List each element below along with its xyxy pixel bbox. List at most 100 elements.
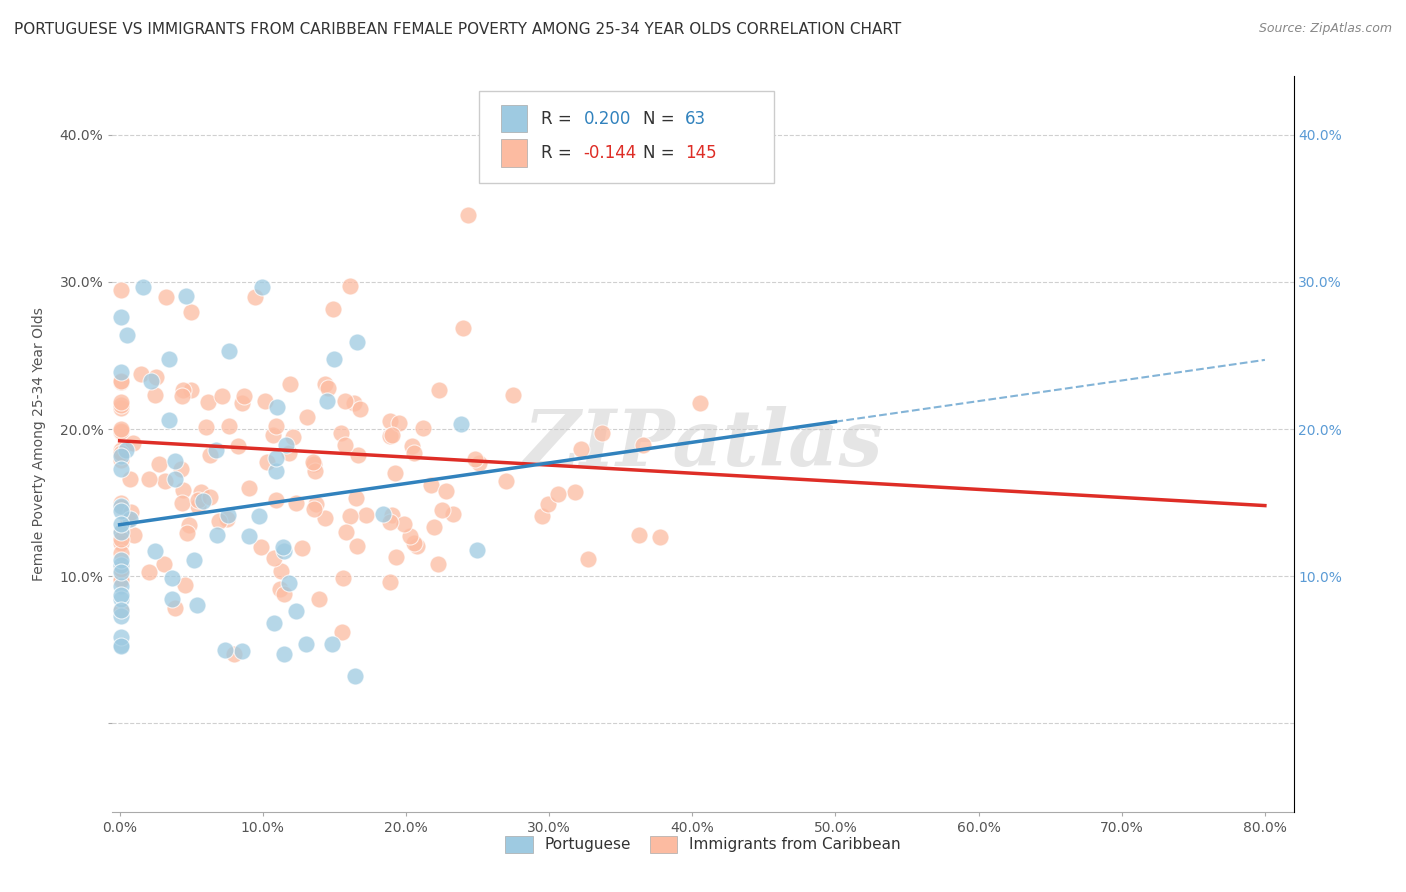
Point (110, 462, 132, 476)
Point (173, 578, 195, 592)
Point (205, 442, 228, 457)
Text: N =: N = (643, 145, 679, 162)
Point (177, 518, 200, 533)
Point (183, 553, 205, 567)
Point (564, 485, 586, 500)
Point (378, 575, 401, 590)
Point (110, 546, 132, 560)
Point (110, 562, 132, 576)
Point (226, 439, 249, 453)
Point (218, 344, 240, 359)
Point (266, 400, 288, 414)
Point (148, 457, 170, 471)
Point (170, 389, 193, 403)
Point (305, 498, 328, 512)
Point (273, 647, 295, 661)
Point (110, 571, 132, 585)
Point (110, 398, 132, 412)
Point (314, 511, 336, 525)
Point (110, 375, 132, 389)
Point (385, 549, 408, 564)
Point (120, 472, 142, 486)
Point (502, 388, 524, 402)
Point (308, 592, 330, 607)
Point (295, 637, 318, 651)
Point (110, 602, 132, 616)
Point (378, 515, 401, 529)
Point (264, 493, 287, 508)
Point (110, 496, 132, 510)
Point (110, 588, 132, 602)
Point (160, 571, 183, 585)
Point (110, 639, 132, 653)
Point (174, 289, 197, 303)
Point (231, 643, 253, 657)
Point (114, 442, 136, 457)
Point (332, 571, 354, 585)
Point (231, 396, 253, 410)
Point (110, 374, 132, 388)
Point (330, 425, 353, 440)
Point (110, 283, 132, 297)
Point (143, 388, 166, 402)
Point (110, 500, 132, 514)
Point (170, 462, 193, 476)
Point (631, 438, 654, 452)
Point (205, 528, 228, 542)
Point (121, 435, 143, 450)
Point (110, 424, 132, 438)
Point (399, 529, 422, 543)
Point (190, 485, 212, 500)
Point (423, 520, 446, 534)
Y-axis label: Female Poverty Among 25-34 Year Olds: Female Poverty Among 25-34 Year Olds (32, 307, 45, 581)
Point (420, 478, 443, 492)
Point (343, 669, 366, 683)
Point (347, 448, 370, 462)
Point (187, 499, 209, 513)
Point (402, 446, 425, 460)
Point (453, 321, 475, 335)
Point (131, 367, 153, 381)
Point (349, 401, 371, 416)
Point (381, 508, 404, 522)
Point (330, 624, 353, 639)
Point (278, 575, 301, 590)
Point (122, 528, 145, 542)
Point (388, 417, 411, 431)
Point (285, 604, 308, 618)
Point (110, 365, 132, 379)
Point (110, 449, 132, 463)
Point (110, 536, 132, 550)
Point (276, 438, 298, 452)
Point (163, 472, 186, 486)
Point (356, 508, 378, 523)
Point (450, 417, 472, 431)
Point (278, 446, 301, 460)
Point (218, 419, 240, 434)
Point (110, 452, 132, 467)
Point (316, 393, 339, 408)
Point (547, 487, 569, 501)
Point (180, 383, 202, 397)
Point (176, 526, 198, 541)
Point (110, 422, 132, 436)
Point (256, 455, 278, 469)
Point (194, 420, 217, 434)
Point (346, 335, 368, 350)
Point (381, 428, 404, 442)
Point (238, 481, 260, 495)
Point (263, 550, 285, 565)
Point (110, 573, 132, 587)
Point (426, 557, 449, 571)
Point (110, 565, 132, 579)
Point (110, 558, 132, 572)
Point (339, 279, 361, 293)
Point (172, 483, 194, 497)
Point (110, 499, 132, 513)
Legend: Portuguese, Immigrants from Caribbean: Portuguese, Immigrants from Caribbean (499, 830, 907, 859)
Point (270, 564, 292, 578)
Text: 145: 145 (685, 145, 717, 162)
Point (412, 420, 434, 434)
Point (323, 351, 346, 366)
Point (110, 532, 132, 546)
